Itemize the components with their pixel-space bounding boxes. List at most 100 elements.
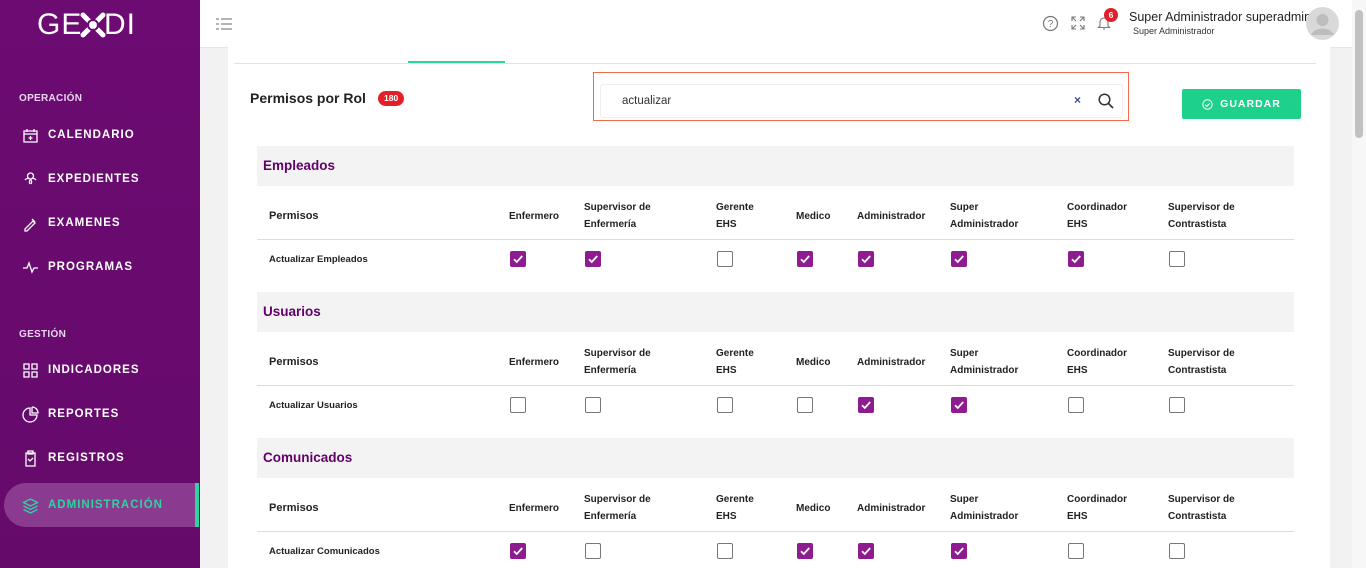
check-mark (800, 255, 810, 264)
nav-label: EXAMENES (48, 217, 121, 229)
nav-icon (22, 497, 39, 514)
permission-checkbox[interactable] (1169, 397, 1185, 413)
column-header: Permisos (269, 356, 319, 368)
column-header: Supervisor de Enfermería (584, 348, 651, 376)
nav-item[interactable]: PROGRAMAS (4, 245, 199, 289)
user-name: Super Administrador superadmin (1129, 10, 1312, 24)
save-button[interactable]: GUARDAR (1182, 89, 1301, 119)
fullscreen-icon[interactable] (1071, 16, 1085, 30)
column-header: Supervisor de Enfermería (584, 202, 651, 230)
help-icon[interactable]: ? (1042, 15, 1059, 32)
sidebar: GE DI OPERACIÓN CALENDARIO EXPEDIENTES EXAM… (0, 0, 200, 568)
menu-toggle[interactable] (216, 18, 232, 30)
permission-checkbox[interactable] (951, 543, 967, 559)
column-header: Enfermero (509, 211, 560, 222)
permission-checkbox[interactable] (585, 543, 601, 559)
permission-checkbox[interactable] (717, 543, 733, 559)
column-header: Super Administrador (950, 202, 1019, 230)
column-header: Coordinador EHS (1067, 348, 1127, 376)
permission-checkbox[interactable] (858, 397, 874, 413)
column-header: Coordinador EHS (1067, 494, 1127, 522)
count-badge: 180 (378, 91, 405, 106)
nav-icon (22, 405, 39, 423)
permission-checkbox[interactable] (510, 543, 526, 559)
column-header: Permisos (269, 210, 319, 222)
column-header: Supervisor de Contrastista (1168, 494, 1235, 522)
nav-icon (24, 218, 36, 232)
scroll-thumb[interactable] (1355, 10, 1363, 138)
column-header: Gerente EHS (716, 494, 754, 522)
header-divider (257, 385, 1294, 386)
permission-checkbox[interactable] (585, 251, 601, 267)
permission-checkbox[interactable] (510, 397, 526, 413)
nav-item[interactable]: CALENDARIO (4, 113, 199, 157)
permission-checkbox[interactable] (797, 543, 813, 559)
nav-item[interactable]: EXAMENES (4, 201, 199, 245)
column-header: Administrador (857, 211, 926, 222)
permission-checkbox[interactable] (1068, 251, 1084, 267)
nav-icon (23, 362, 38, 378)
user-role: Super Administrador (1133, 26, 1215, 36)
check-mark (861, 255, 871, 264)
nav-label: REPORTES (48, 408, 120, 420)
section-title: Comunicados (257, 438, 1294, 478)
check-mark (513, 547, 523, 556)
nav-item[interactable]: EXPEDIENTES (4, 157, 199, 201)
permission-checkbox[interactable] (585, 397, 601, 413)
nav-item[interactable]: REPORTES (4, 392, 199, 436)
column-header: Supervisor de Contrastista (1168, 202, 1235, 230)
nav-icon (23, 128, 38, 143)
save-label: GUARDAR (1220, 98, 1281, 110)
save-icon (1202, 98, 1213, 110)
top-bar: ? 6 Super Administrador superadmin Super… (200, 0, 1352, 48)
column-header: Super Administrador (950, 348, 1019, 376)
check-mark (1071, 255, 1081, 264)
permission-checkbox[interactable] (1068, 397, 1084, 413)
nav-label: REGISTROS (48, 452, 125, 464)
nav-item[interactable]: ADMINISTRACIÓN (4, 483, 199, 527)
section-title: Empleados (257, 146, 1294, 186)
search-input[interactable]: actualizar × (600, 84, 1123, 118)
nav-label: ADMINISTRACIÓN (48, 499, 163, 511)
search-icon[interactable] (1098, 93, 1114, 109)
column-header: Supervisor de Enfermería (584, 494, 651, 522)
page-title: Permisos por Rol (250, 90, 366, 106)
permission-checkbox[interactable] (858, 251, 874, 267)
permission-checkbox[interactable] (951, 251, 967, 267)
nav-icon (23, 260, 38, 274)
permission-checkbox[interactable] (951, 397, 967, 413)
permission-checkbox[interactable] (1169, 251, 1185, 267)
nav-item[interactable]: INDICADORES (4, 348, 199, 392)
column-header: Medico (796, 357, 831, 368)
avatar[interactable] (1306, 7, 1339, 40)
column-header: Medico (796, 503, 831, 514)
check-mark (513, 255, 523, 264)
active-tab-indicator (408, 61, 505, 63)
logo-left: GE (37, 8, 83, 41)
permission-checkbox[interactable] (1169, 543, 1185, 559)
clear-search[interactable]: × (1074, 93, 1082, 107)
logo-right: DI (104, 8, 136, 41)
column-header: Gerente EHS (716, 348, 754, 376)
check-mark (954, 547, 964, 556)
scrollbar (1352, 0, 1366, 568)
nav-section-title: OPERACIÓN (19, 93, 83, 104)
nav-label: PROGRAMAS (48, 261, 134, 273)
permission-checkbox[interactable] (797, 397, 813, 413)
row-label: Actualizar Comunicados (269, 546, 380, 557)
check-mark (954, 255, 964, 264)
permission-checkbox[interactable] (717, 397, 733, 413)
nav-item[interactable]: REGISTROS (4, 436, 199, 480)
permission-checkbox[interactable] (858, 543, 874, 559)
permission-checkbox[interactable] (1068, 543, 1084, 559)
permission-checkbox[interactable] (717, 251, 733, 267)
nav-label: EXPEDIENTES (48, 173, 140, 185)
permission-checkbox[interactable] (797, 251, 813, 267)
logo-icon (80, 12, 106, 38)
column-header: Administrador (857, 503, 926, 514)
tab-line (234, 63, 1316, 64)
permission-checkbox[interactable] (510, 251, 526, 267)
column-header: Administrador (857, 357, 926, 368)
nav-icon (25, 449, 36, 467)
